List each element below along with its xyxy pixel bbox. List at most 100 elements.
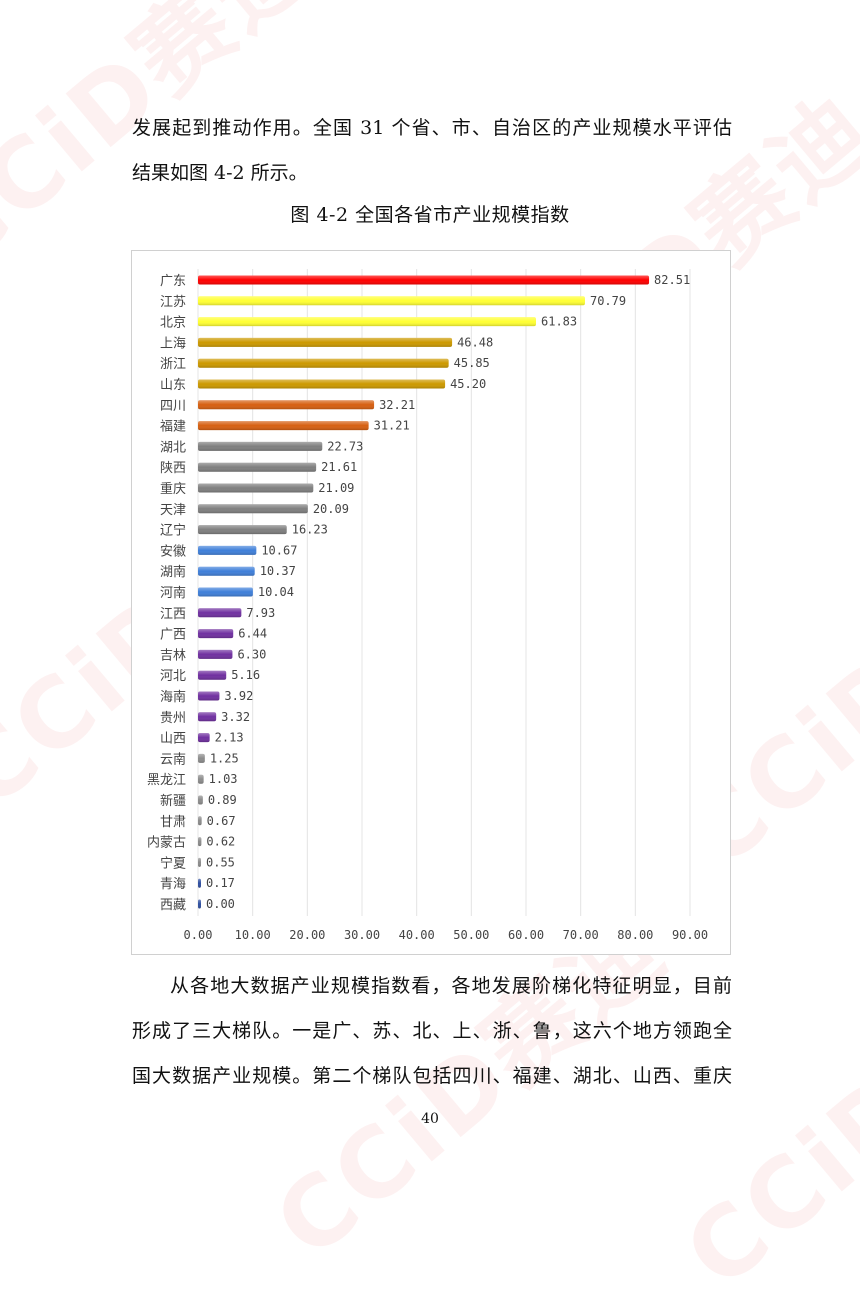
- data-label: 2.13: [215, 731, 244, 745]
- bar-shading: [198, 275, 650, 285]
- data-label: 70.79: [590, 294, 626, 308]
- data-label: 21.09: [318, 481, 354, 495]
- category-label: 河北: [160, 669, 186, 684]
- category-label: 辽宁: [160, 523, 186, 539]
- x-tick-label: 70.00: [563, 928, 599, 942]
- data-label: 45.85: [454, 356, 490, 370]
- category-label: 安徽: [160, 544, 186, 559]
- bar-shading: [198, 795, 203, 805]
- category-label: 新疆: [160, 793, 186, 809]
- data-label: 10.67: [261, 543, 297, 557]
- bar-shading: [198, 379, 446, 389]
- data-label: 7.93: [246, 606, 275, 620]
- bar-shading: [198, 649, 233, 659]
- bar-shading: [198, 337, 453, 347]
- bar-shading: [198, 753, 205, 763]
- analysis-paragraph: 从各地大数据产业规模指数看，各地发展阶梯化特征明显，目前 形成了三大梯队。一是广…: [132, 964, 732, 1099]
- category-label: 湖南: [160, 564, 186, 580]
- bar-shading: [198, 608, 242, 618]
- bar-chart: 0.00 10.00 20.00 30.00 40.00 50.00 60.00 70.00 8…: [147, 269, 708, 942]
- category-label: 广东: [160, 274, 186, 289]
- x-tick-label: 20.00: [289, 928, 325, 942]
- data-label: 46.48: [457, 335, 493, 349]
- category-label: 吉林: [160, 648, 186, 663]
- data-label: 82.51: [654, 273, 690, 287]
- bar-shading: [198, 566, 255, 576]
- data-label: 6.44: [238, 627, 267, 641]
- x-tick-label: 60.00: [508, 928, 544, 942]
- data-label: 10.37: [260, 564, 296, 578]
- data-label: 5.16: [231, 668, 260, 682]
- category-label: 云南: [160, 751, 186, 767]
- intro-paragraph-line: 发展起到推动作用。全国 31 个省、市、自治区的产业规模水平评估: [132, 117, 732, 139]
- category-label: 西藏: [160, 898, 186, 913]
- category-label: 贵州: [160, 711, 186, 726]
- category-label: 广西: [160, 628, 186, 643]
- bar-shading: [198, 587, 253, 597]
- bar-shading: [198, 837, 202, 847]
- category-label: 山东: [160, 378, 186, 393]
- bar-shading: [198, 462, 317, 472]
- bar-shading: [198, 670, 227, 680]
- bar-shading: [198, 816, 202, 826]
- category-label: 青海: [160, 877, 186, 892]
- category-label: 黑龙江: [147, 773, 186, 788]
- x-tick-label: 50.00: [453, 928, 489, 942]
- category-label: 宁夏: [160, 855, 186, 871]
- category-label: 河南: [160, 585, 186, 601]
- bar-shading: [198, 296, 585, 306]
- bar-shading: [198, 525, 287, 535]
- category-label: 天津: [160, 503, 186, 518]
- intro-paragraph-line: 结果如图 4-2 所示。: [132, 162, 308, 184]
- x-tick-label: 30.00: [344, 928, 380, 942]
- data-label: 16.23: [292, 523, 328, 537]
- page-number: 40: [421, 1111, 439, 1127]
- data-label: 22.73: [327, 439, 363, 453]
- bar-shading: [198, 358, 449, 368]
- x-tick-label: 80.00: [617, 928, 653, 942]
- bar-shading: [198, 441, 323, 451]
- bar-shading: [198, 629, 234, 639]
- data-label: 1.25: [210, 751, 239, 765]
- category-label: 山西: [160, 732, 186, 747]
- intro-paragraph: 发展起到推动作用。全国 31 个省、市、自治区的产业规模水平评估 结果如图 4-…: [132, 106, 732, 196]
- data-label: 21.61: [321, 460, 357, 474]
- bar-shading: [198, 774, 204, 784]
- category-label: 北京: [160, 316, 186, 331]
- data-label: 0.67: [207, 814, 236, 828]
- chart-frame: 0.00 10.00 20.00 30.00 40.00 50.00 60.00 70.00 8…: [131, 250, 731, 955]
- x-tick-label: 40.00: [399, 928, 435, 942]
- data-label: 20.09: [313, 502, 349, 516]
- category-label: 上海: [160, 336, 186, 351]
- bar-shading: [198, 857, 202, 867]
- data-label: 31.21: [374, 419, 410, 433]
- data-label: 0.17: [206, 876, 235, 890]
- data-label: 3.32: [221, 710, 250, 724]
- x-tick-label: 0.00: [184, 928, 213, 942]
- data-label: 3.92: [224, 689, 253, 703]
- data-label: 0.62: [206, 835, 235, 849]
- category-label: 海南: [160, 689, 186, 705]
- data-label: 10.04: [258, 585, 294, 599]
- category-label: 内蒙古: [147, 835, 186, 851]
- data-label: 6.30: [237, 647, 266, 661]
- category-label: 江苏: [160, 294, 186, 310]
- category-label: 甘肃: [160, 815, 186, 830]
- bar-shading: [198, 483, 314, 493]
- bar-shading: [198, 691, 220, 701]
- category-label: 江西: [160, 607, 186, 622]
- x-tick-label: 10.00: [235, 928, 271, 942]
- bar-shading: [198, 878, 201, 888]
- x-tick-label: 90.00: [672, 928, 708, 942]
- bar-shading: [198, 899, 201, 909]
- bar-shading: [198, 421, 369, 431]
- data-label: 0.89: [208, 793, 237, 807]
- data-label: 1.03: [209, 772, 238, 786]
- category-label: 陕西: [160, 461, 186, 476]
- bar-shading: [198, 545, 257, 555]
- category-label: 四川: [160, 399, 186, 414]
- data-label: 0.55: [206, 855, 235, 869]
- bar-shading: [198, 733, 210, 743]
- data-label: 32.21: [379, 398, 415, 412]
- analysis-paragraph-line: 从各地大数据产业规模指数看，各地发展阶梯化特征明显，目前: [170, 975, 732, 997]
